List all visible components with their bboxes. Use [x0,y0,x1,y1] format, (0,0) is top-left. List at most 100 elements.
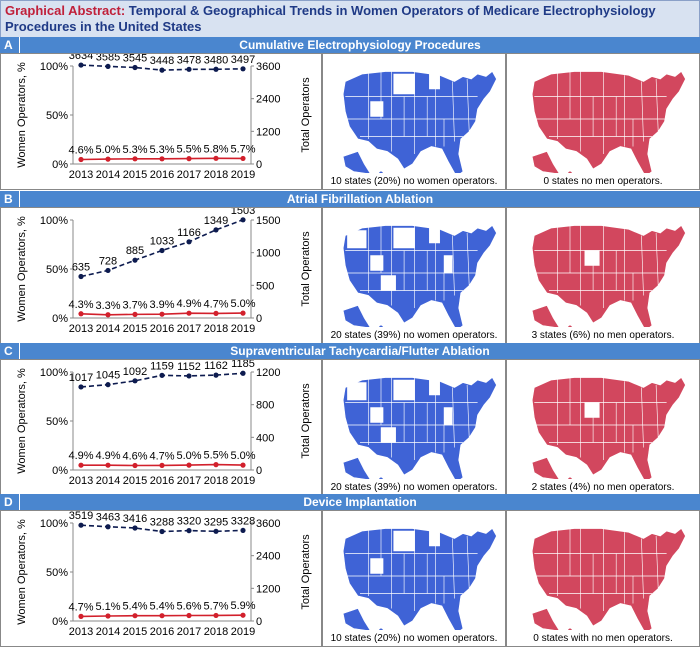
women-percent-point [186,156,192,162]
total-operators-point [240,217,246,223]
total-operators-label: 885 [126,245,144,257]
state-border [466,384,470,438]
state-without-operators [429,379,441,396]
x-tick-label: 2013 [69,475,93,487]
total-operators-point [105,382,111,388]
women-percent-label: 4.7% [68,601,93,613]
men-operators-map [531,70,686,173]
women-map-caption: 20 states (39%) no women operators. [330,330,498,341]
right-tick-label: 2400 [256,94,280,106]
women-percent-point [132,613,138,619]
total-operators-label: 1503 [231,208,255,217]
women-percent-point [240,310,246,316]
men-map-caption: 0 states with no men operators. [533,633,673,644]
section-title: Supraventricular Tachycardia/Flutter Abl… [230,344,490,358]
women-percent-label: 5.3% [122,144,147,156]
women-map-caption: 10 states (20%) no women operators. [330,633,498,644]
left-tick-label: 0% [52,313,68,325]
women-percent-label: 3.9% [149,299,174,311]
title-box: Graphical Abstract: Temporal & Geographi… [0,0,700,38]
us-map [342,376,497,479]
page-title: Graphical Abstract: Temporal & Geographi… [5,3,695,35]
right-tick-label: 0 [256,465,262,477]
total-operators-point [132,257,138,263]
y-axis-label-left: Women Operators, % [16,216,28,322]
x-tick-label: 2019 [231,169,255,181]
left-tick-label: 50% [46,110,68,122]
state-border [641,538,644,599]
state-without-operators [370,101,384,117]
right-tick-label: 1500 [256,215,280,227]
hawaii-shape [568,171,572,173]
women-operators-map [342,527,497,630]
right-tick-label: 0 [256,159,262,171]
total-operators-point [186,373,192,379]
left-tick-label: 100% [40,61,68,73]
total-operators-label: 3448 [150,55,174,67]
total-operators-point [78,62,84,68]
women-percent-label: 5.0% [230,450,255,462]
left-tick-label: 0% [52,465,68,477]
women-percent-label: 5.0% [176,450,201,462]
x-tick-label: 2016 [150,169,174,181]
x-tick-label: 2013 [69,323,93,335]
women-percent-label: 4.6% [68,144,93,156]
hawaii-shape [568,325,572,327]
alaska-shape [531,608,560,630]
women-percent-label: 5.7% [203,600,228,612]
state-border [641,387,644,448]
women-percent-label: 4.6% [122,450,147,462]
right-tick-label: 0 [256,616,262,628]
women-percent-label: 4.9% [176,298,201,310]
state-border [466,78,470,132]
total-operators-label: 3295 [204,516,228,528]
women-percent-point [186,310,192,316]
women-operators-map-panel: 20 states (39%) no women operators. [322,207,506,344]
left-tick-label: 100% [40,215,68,227]
total-operators-point [78,273,84,280]
women-percent-point [159,311,165,317]
hawaii-shape [568,628,572,630]
alaska-shape [342,608,371,630]
women-percent-label: 3.7% [122,299,147,311]
men-operators-map-panel: 3 states (6%) no men operators. [506,207,700,344]
x-tick-label: 2017 [177,169,201,181]
women-operators-map-panel: 10 states (20%) no women operators. [322,510,506,647]
total-operators-label: 3480 [204,54,228,66]
right-tick-label: 1200 [256,126,280,138]
women-percent-label: 5.7% [230,143,255,155]
alaska-shape [342,151,371,173]
right-tick-label: 500 [256,280,274,292]
state-without-operators [370,407,384,423]
women-percent-label: 4.7% [149,450,174,462]
women-percent-point [105,613,111,619]
total-operators-point [132,378,138,384]
men-operators-map-panel: 0 states with no men operators. [506,510,700,647]
us-map-land [531,527,686,630]
women-percent-label: 5.6% [176,601,201,613]
total-operators-point [213,66,219,72]
women-percent-point [240,462,246,468]
total-operators-point [132,525,138,531]
y-axis-label-right: Total Operators [300,534,312,610]
women-operators-map-panel: 20 states (39%) no women operators. [322,359,506,496]
chart-panel: 0% 50% 100% 0 400 800 1200 2013 2014 2015 2016 2017… [0,358,322,496]
state-without-operators [370,558,384,574]
left-tick-label: 50% [46,264,68,276]
women-percent-point [240,155,246,162]
right-tick-label: 3600 [256,61,280,73]
total-operators-point [240,370,246,376]
section-letter: C [4,344,13,358]
right-tick-label: 800 [256,400,274,412]
women-percent-label: 5.0% [95,144,120,156]
x-tick-label: 2017 [177,475,201,487]
women-percent-point [78,613,84,619]
x-tick-label: 2018 [204,169,228,181]
women-percent-label: 5.3% [149,144,174,156]
right-tick-label: 400 [256,432,274,444]
state-without-operators [429,530,441,547]
state-without-operators [347,382,367,401]
state-without-operators [584,250,600,266]
x-tick-label: 2015 [123,475,147,487]
total-operators-label: 3545 [123,54,147,64]
